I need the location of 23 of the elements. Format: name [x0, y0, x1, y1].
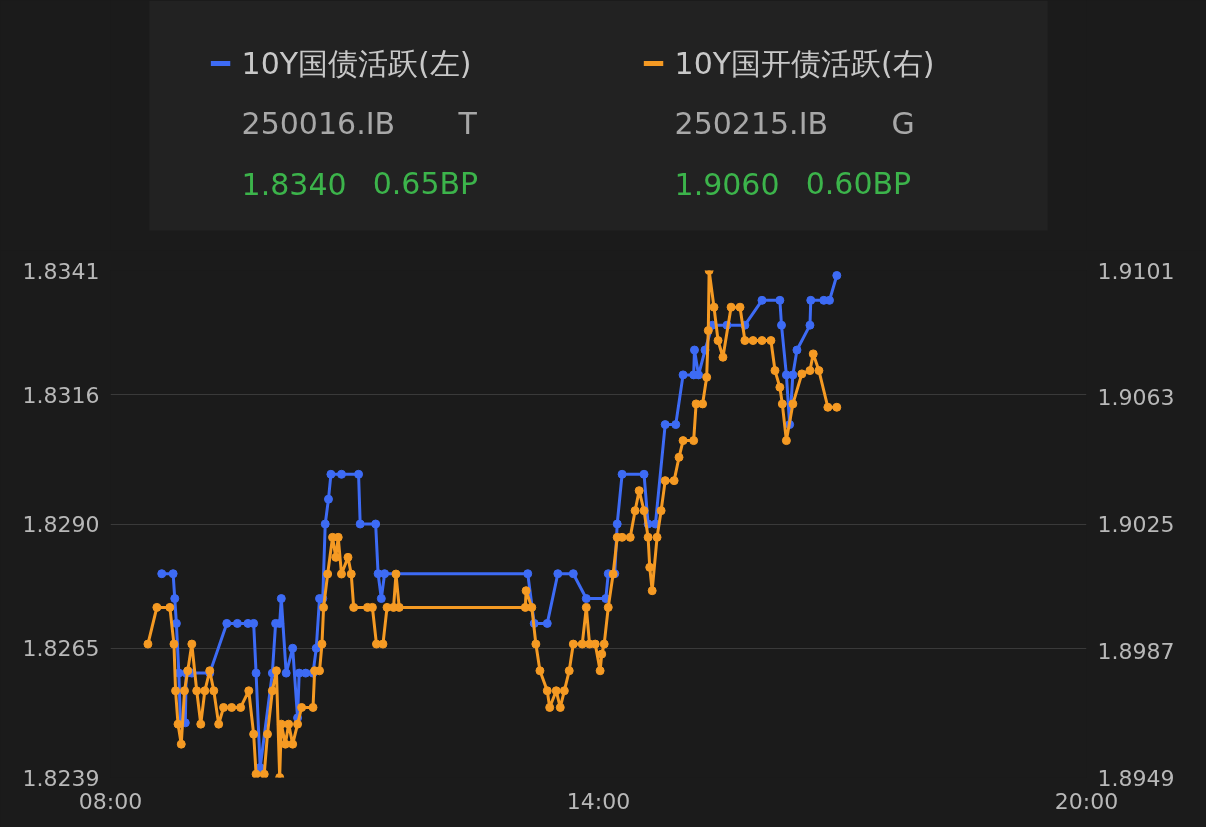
- y2-tick-label: 1.9101: [1097, 258, 1175, 284]
- x-tick-label: 08:00: [78, 788, 143, 814]
- y-tick-label: 1.8316: [22, 382, 100, 408]
- x-tick-label: 14:00: [566, 788, 631, 814]
- y2-tick-label: 1.8949: [1097, 765, 1175, 791]
- text: 1.9060: [674, 166, 780, 202]
- text: 1.8340: [241, 166, 347, 202]
- y-tick-label: 1.8341: [22, 258, 100, 284]
- x-tick-label: 20:00: [1054, 788, 1119, 814]
- y-tick-label: 1.8290: [22, 512, 100, 537]
- legend-label: 10Y国开债活跃(右): [674, 46, 935, 81]
- text: 250215.IB: [674, 106, 829, 141]
- y-tick-label: 1.8265: [22, 636, 100, 662]
- text: 0.65BP: [372, 166, 479, 201]
- y2-tick-label: 1.9063: [1097, 385, 1175, 411]
- legend-label: 10Y国债活跃(左): [241, 46, 472, 81]
- text: 0.60BP: [805, 166, 912, 201]
- y-tick-label: 1.8239: [22, 765, 100, 791]
- text: T: [457, 106, 478, 141]
- text: 250016.IB: [241, 106, 396, 141]
- y2-tick-label: 1.8987: [1097, 638, 1175, 664]
- y2-tick-label: 1.9025: [1097, 512, 1175, 537]
- text: G: [891, 106, 915, 141]
